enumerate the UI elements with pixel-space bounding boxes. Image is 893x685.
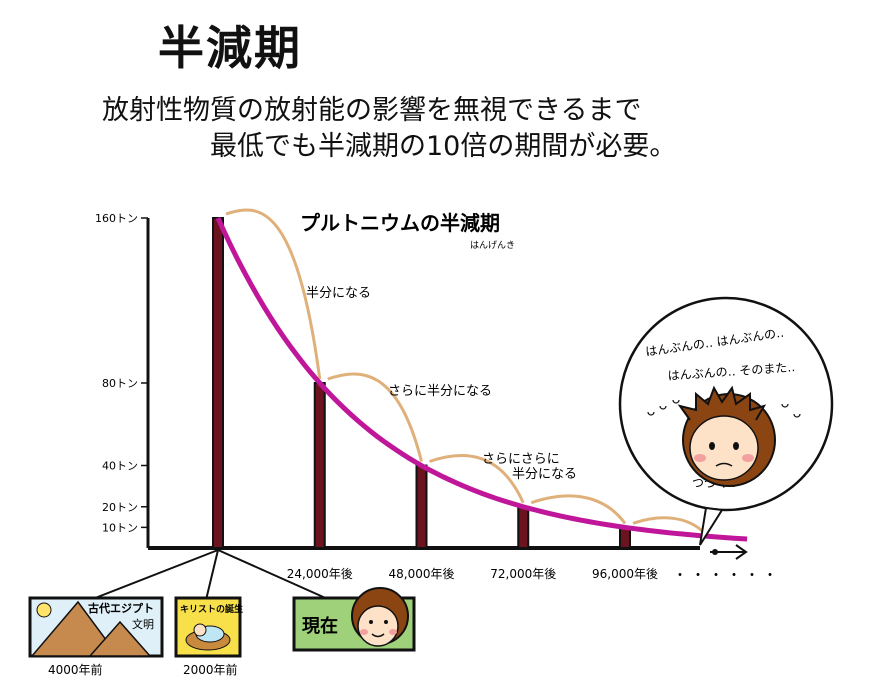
y-tick-label: 40トン	[102, 460, 138, 473]
christ-time: 2000年前	[183, 662, 238, 677]
x-tick-label: 48,000年後	[389, 567, 455, 581]
bar	[415, 464, 428, 549]
timeline-connectors	[89, 549, 331, 601]
annotation-half-again-again-1: さらにさらに	[482, 452, 560, 467]
egypt-time: 4000年前	[48, 662, 103, 677]
halving-arc	[327, 372, 423, 462]
x-continuation: ・・・・・・	[673, 568, 781, 584]
bars-group	[212, 217, 631, 549]
y-tick-label: 160トン	[95, 212, 138, 225]
x-tick-label: 72,000年後	[490, 567, 556, 581]
y-tick-group: 160トン 80トン 40トン 20トン 10トン	[95, 212, 148, 534]
chart-title: プルトニウムの半減期	[300, 211, 500, 235]
christ-label: キリストの誕生	[180, 603, 243, 615]
pyramid-small-icon	[88, 620, 152, 657]
bar	[517, 505, 530, 549]
pyramid-icon	[30, 600, 120, 657]
x-axis-arrowhead	[735, 544, 748, 560]
halving-arc	[225, 208, 322, 380]
bar	[619, 526, 631, 549]
subtitle-line-2: 最低でも半減期の10倍の期間が必要。	[210, 131, 677, 162]
halving-arcs	[225, 208, 707, 535]
x-tick-label: 24,000年後	[287, 567, 353, 581]
subtitle-line-1: 放射性物質の放射能の影響を無視できるまで	[102, 95, 642, 126]
egypt-label: 古代エジプト	[88, 601, 154, 615]
page-title: 半減期	[158, 21, 302, 75]
thought-bubble-tail	[699, 506, 724, 546]
halving-arc	[632, 516, 707, 535]
chart-title-reading: はんげんき	[470, 240, 515, 251]
child-face-icon	[357, 605, 399, 647]
x-tick-label: 96,000年後	[592, 567, 658, 581]
annotation-half-again-again-2: 半分になる	[512, 467, 577, 482]
sweat-marks	[647, 399, 801, 418]
decay-curve	[215, 216, 748, 542]
y-tick-label: 80トン	[102, 377, 138, 390]
egypt-label-2: 文明	[132, 617, 154, 631]
x-axis-dot	[712, 549, 718, 555]
annotation-half: 半分になる	[306, 286, 371, 301]
y-tick-label: 10トン	[102, 521, 138, 534]
present-panel: 現在	[292, 587, 416, 652]
y-tick-label: 20トン	[102, 501, 138, 514]
baby-icon	[193, 623, 207, 637]
bar	[313, 382, 326, 549]
bar	[212, 217, 224, 549]
worried-face-icon	[677, 385, 776, 487]
annotation-half-again: さらに半分になる	[388, 384, 492, 399]
egypt-panel: 古代エジプト 文明	[28, 596, 164, 658]
christ-panel: キリストの誕生	[174, 596, 243, 658]
halving-arc	[429, 454, 525, 504]
x-tick-group: 24,000年後 48,000年後 72,000年後 96,000年後	[287, 567, 658, 581]
present-label: 現在	[302, 615, 338, 637]
thought-bubble: はんぶんの‥ はんぶんの‥ はんぶんの‥ そのまた‥ つづく‥	[618, 296, 834, 546]
halving-arc	[530, 494, 627, 525]
